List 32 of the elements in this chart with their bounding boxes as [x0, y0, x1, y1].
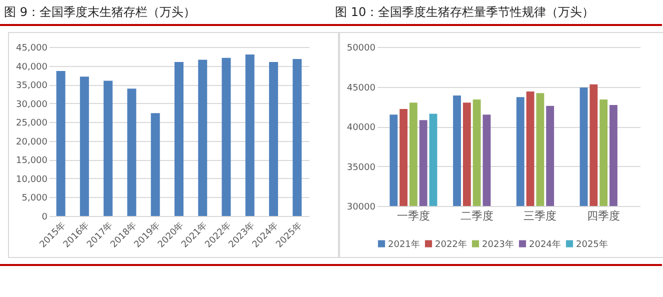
y-tick-label: 30,000	[16, 100, 48, 110]
x-tick-label: 二季度	[460, 210, 494, 222]
y-tick-label: 45000	[346, 83, 376, 94]
bar	[269, 62, 278, 216]
x-tick-label: 一季度	[396, 210, 430, 222]
chart-title: 图 9：全国季度末生猪存栏（万头）	[3, 4, 196, 21]
y-tick-label: 35,000	[16, 81, 48, 92]
bar	[150, 113, 160, 216]
y-tick-label: 15,000	[16, 156, 48, 166]
y-tick-label: 25,000	[16, 118, 48, 129]
y-tick-label: 50000	[346, 44, 376, 54]
x-tick-label: 三季度	[524, 210, 557, 222]
y-tick-label: 10,000	[16, 174, 48, 185]
x-tick-label: 四季度	[587, 210, 620, 222]
bar	[56, 71, 66, 216]
bar	[245, 54, 254, 216]
y-tick-label: 35000	[346, 162, 376, 173]
chart-title: 图 10：全国季度生猪存栏量季节性规律（万头）	[334, 4, 596, 21]
y-tick-label: 5,000	[22, 194, 48, 204]
bar	[292, 59, 302, 216]
y-tick-label: 45,000	[16, 44, 48, 54]
y-tick-label: 0	[42, 212, 48, 222]
bar	[174, 62, 184, 216]
y-tick-label: 30000	[346, 202, 376, 212]
y-tick-label: 40000	[346, 123, 376, 133]
bar	[127, 88, 136, 216]
y-tick-label: 20,000	[16, 137, 48, 148]
bar	[104, 80, 113, 216]
y-tick-label: 40,000	[16, 62, 48, 72]
bar	[198, 60, 208, 216]
bar	[222, 58, 231, 216]
bar	[80, 76, 89, 216]
